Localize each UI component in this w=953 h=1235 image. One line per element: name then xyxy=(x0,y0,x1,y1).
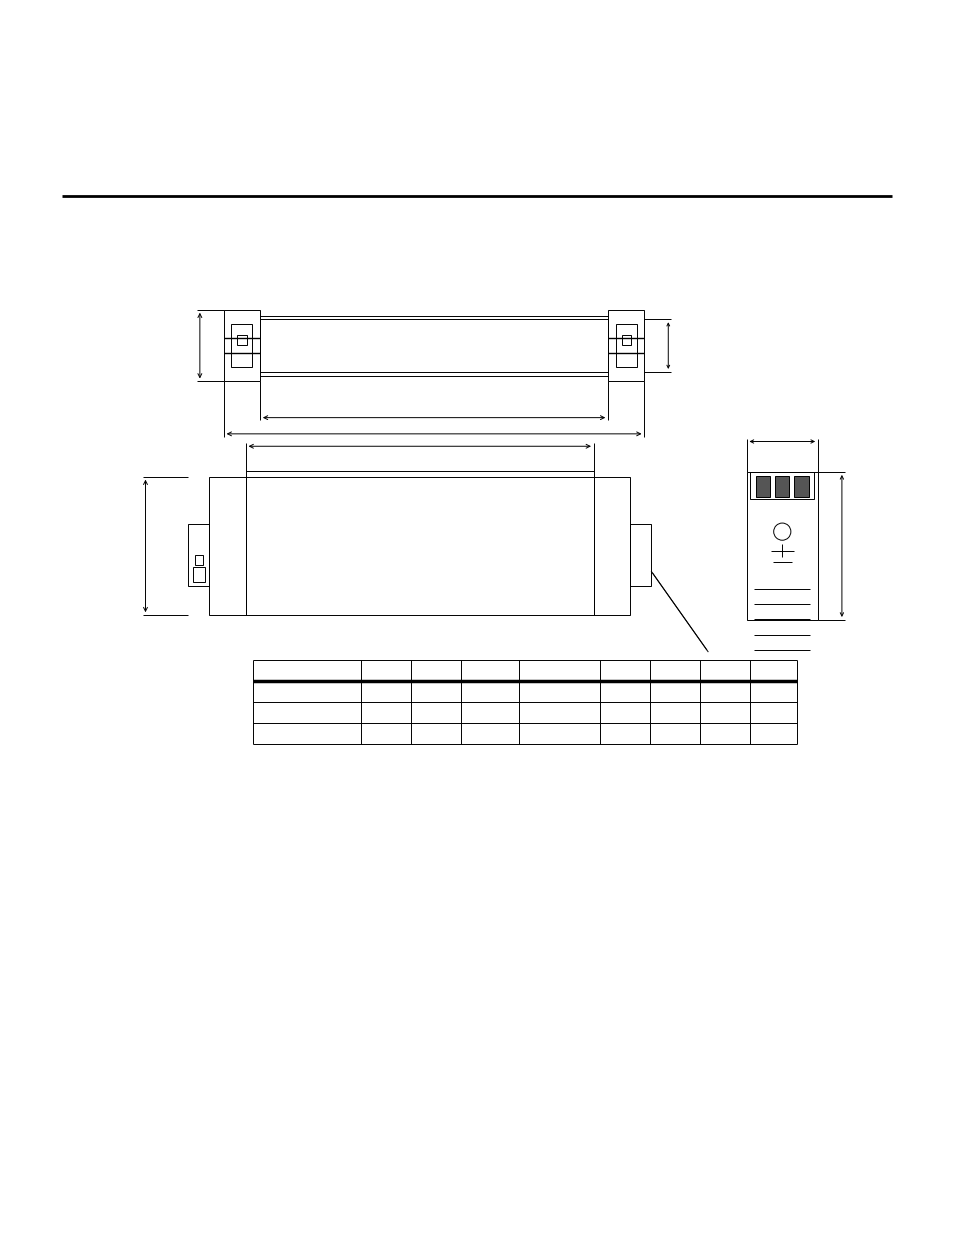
Bar xyxy=(621,335,631,345)
Bar xyxy=(755,477,770,498)
Bar xyxy=(774,477,789,498)
Bar xyxy=(749,472,814,499)
Bar xyxy=(629,525,651,587)
Bar xyxy=(616,324,637,367)
Bar xyxy=(236,335,246,345)
Bar xyxy=(593,477,630,615)
Bar xyxy=(793,477,808,498)
Bar xyxy=(194,556,203,566)
Bar xyxy=(188,525,209,587)
Bar xyxy=(607,310,644,382)
Bar xyxy=(231,324,252,367)
Bar xyxy=(246,477,593,615)
Bar xyxy=(223,310,259,382)
Bar xyxy=(210,477,246,615)
Bar xyxy=(259,320,608,372)
Bar xyxy=(193,567,205,582)
Bar xyxy=(745,472,817,620)
